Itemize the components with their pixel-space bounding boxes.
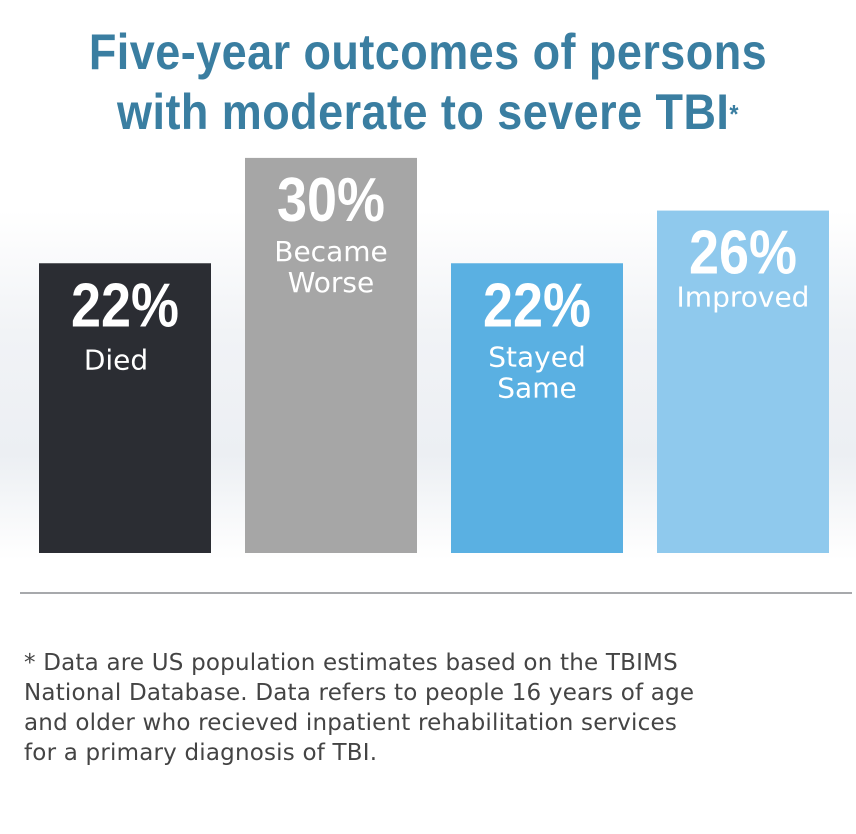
data-label: 22% — [71, 271, 179, 340]
category-label: Died — [84, 343, 148, 376]
footnote-line: National Database. Data refers to people… — [24, 680, 695, 706]
data-label: 30% — [277, 166, 385, 235]
footnote-line: for a primary diagnosis of TBI. — [24, 740, 378, 766]
bar-became-worse — [245, 157, 417, 553]
footnote-line: and older who recieved inpatient rehabil… — [24, 710, 678, 736]
chart-title-line-1: Five-year outcomes of persons — [88, 24, 768, 80]
footnote-line: * Data are US population estimates based… — [24, 650, 678, 676]
data-label: 26% — [689, 219, 797, 288]
chart-title: Five-year outcomes of persons with moder… — [43, 22, 813, 142]
category-label: Became — [274, 235, 388, 268]
category-label: Worse — [288, 266, 375, 299]
bar-stayed-same — [451, 263, 623, 553]
category-label: Improved — [677, 281, 810, 314]
chart-title-asterisk: * — [729, 99, 739, 129]
category-label: Same — [497, 371, 576, 404]
divider — [20, 592, 852, 594]
bar-died — [39, 263, 211, 553]
footnote: * Data are US population estimates based… — [24, 648, 844, 768]
chart-title-line-2: with moderate to severe TBI* — [43, 82, 813, 142]
data-label: 22% — [483, 271, 591, 340]
chart-title-line-2-text: with moderate to severe TBI — [117, 84, 730, 140]
category-label: Stayed — [488, 340, 585, 373]
bar-improved — [657, 210, 829, 553]
